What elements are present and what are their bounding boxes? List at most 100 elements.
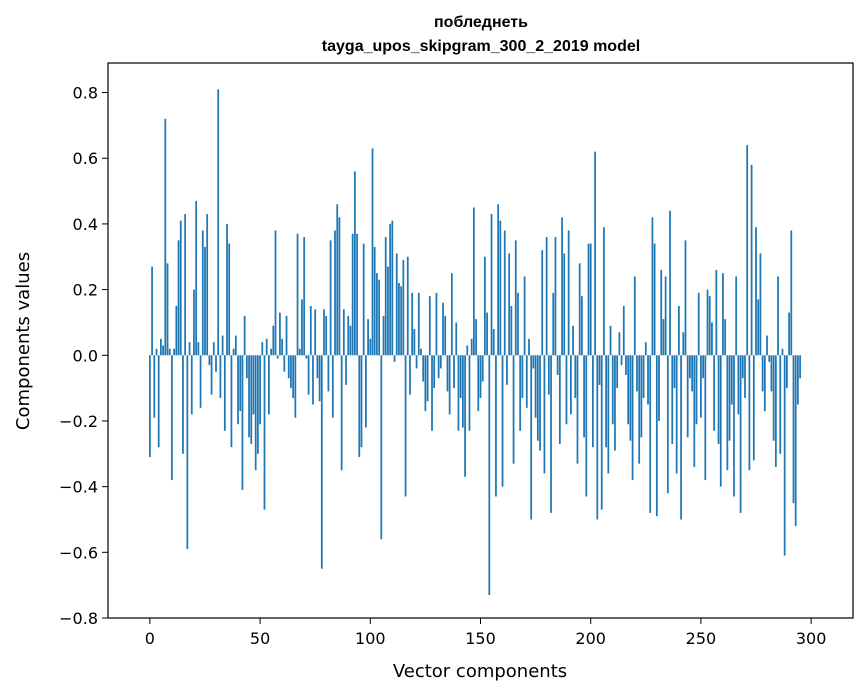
bar-172 <box>528 338 530 356</box>
bar-26 <box>206 214 209 356</box>
bar-46 <box>250 355 253 444</box>
bar-258 <box>717 355 720 444</box>
bar-208 <box>607 355 610 474</box>
bar-82 <box>329 240 332 356</box>
bar-61 <box>283 355 286 372</box>
bar-167 <box>517 292 519 356</box>
bar-252 <box>704 355 707 481</box>
bar-54 <box>268 355 270 415</box>
bar-3 <box>155 348 158 356</box>
bar-155 <box>490 214 493 356</box>
bar-53 <box>265 338 268 356</box>
bar-10 <box>171 355 173 481</box>
bar-247 <box>693 355 696 467</box>
bar-119 <box>411 292 414 356</box>
bar-40 <box>237 355 239 425</box>
bar-92 <box>351 233 354 356</box>
bar-116 <box>404 355 407 497</box>
bar-36 <box>228 243 231 356</box>
bar-222 <box>638 355 641 464</box>
bar-237 <box>671 355 674 444</box>
bar-257 <box>715 269 718 356</box>
bar-273 <box>750 164 753 356</box>
bar-161 <box>503 230 506 356</box>
x-tick-label-150: 150 <box>465 629 496 648</box>
bar-125 <box>424 355 427 412</box>
bar-190 <box>567 230 570 356</box>
bar-251 <box>702 355 704 379</box>
bar-160 <box>501 355 504 487</box>
bar-41 <box>239 355 242 412</box>
y-axis-label: Components values <box>13 252 34 430</box>
bar-2 <box>153 355 156 418</box>
bar-288 <box>783 355 786 556</box>
bar-138 <box>453 355 455 389</box>
bar-86 <box>338 217 341 356</box>
bar-14 <box>179 220 182 356</box>
bar-0 <box>149 355 151 458</box>
bar-198 <box>585 355 588 497</box>
bar-291 <box>790 230 793 356</box>
y-tick-label-3: −0.2 <box>59 412 98 431</box>
bar-45 <box>248 355 250 438</box>
bar-225 <box>644 342 647 356</box>
bar-188 <box>563 253 566 356</box>
bar-70 <box>303 237 306 356</box>
bar-176 <box>536 355 539 441</box>
bar-8 <box>166 263 169 356</box>
bar-231 <box>658 355 660 421</box>
bar-108 <box>387 266 389 356</box>
y-tick-label-7: 0.6 <box>73 149 98 168</box>
x-axis-ticks: 0 50 100 150 200 250 300 <box>145 618 826 648</box>
chart-title: побледнеть <box>434 14 528 31</box>
bar-150 <box>479 355 482 398</box>
bar-90 <box>347 315 350 356</box>
bar-62 <box>285 315 288 356</box>
bar-98 <box>365 355 367 428</box>
bar-289 <box>785 355 788 389</box>
bar-276 <box>757 299 760 356</box>
bar-192 <box>572 325 574 356</box>
bar-177 <box>539 355 541 451</box>
y-tick-label-6: 0.4 <box>73 215 98 234</box>
bar-204 <box>598 355 601 385</box>
y-tick-label-0: −0.8 <box>59 609 98 628</box>
bar-39 <box>234 335 237 356</box>
bar-199 <box>587 243 590 356</box>
plot-frame <box>107 62 854 619</box>
bar-4 <box>157 355 160 448</box>
bar-139 <box>455 322 458 356</box>
bar-85 <box>336 204 339 356</box>
bar-202 <box>594 151 596 356</box>
bar-96 <box>360 355 363 448</box>
bar-113 <box>398 283 400 356</box>
bar-163 <box>508 253 511 356</box>
bar-249 <box>697 292 700 356</box>
bar-91 <box>349 325 352 356</box>
bar-261 <box>724 319 727 356</box>
bar-135 <box>446 355 449 392</box>
bar-256 <box>713 355 716 431</box>
bar-285 <box>777 276 779 356</box>
bar-17 <box>186 355 189 550</box>
bar-42 <box>241 355 244 490</box>
bar-107 <box>384 237 387 356</box>
bar-68 <box>298 348 301 356</box>
bar-244 <box>686 355 689 438</box>
bar-27 <box>208 355 211 366</box>
bar-295 <box>799 355 801 379</box>
bar-272 <box>748 355 751 471</box>
bar-7 <box>164 118 167 356</box>
bar-259 <box>719 355 722 487</box>
bar-32 <box>219 355 222 398</box>
bar-233 <box>662 319 665 356</box>
bar-34 <box>223 355 226 431</box>
bar-236 <box>669 210 671 356</box>
bar-25 <box>204 246 206 356</box>
bar-183 <box>552 292 555 356</box>
bar-156 <box>492 329 495 356</box>
bar-228 <box>651 217 654 356</box>
bar-203 <box>596 355 599 520</box>
bar-264 <box>730 355 733 405</box>
bar-1 <box>151 266 153 356</box>
